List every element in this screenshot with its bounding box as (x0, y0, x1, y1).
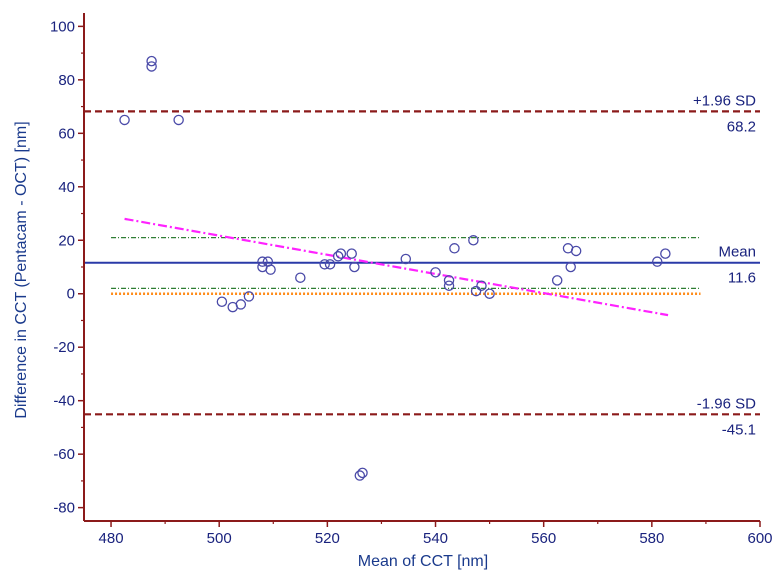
y-tick-label: -80 (53, 500, 75, 517)
data-point (349, 261, 360, 273)
annotations: +1.96 SD 68.2 Mean 11.6 -1.96 SD -45.1 (693, 92, 756, 438)
x-axis-title: Mean of CCT [nm] (358, 553, 488, 570)
upper-loa-value-label: 68.2 (727, 118, 756, 135)
data-point (430, 267, 441, 278)
data-point (235, 299, 247, 310)
data-point (243, 291, 255, 302)
x-tick-label: 480 (99, 530, 124, 547)
lower-loa-value-label: -45.1 (722, 421, 756, 438)
data-point (146, 61, 157, 72)
x-tick-label: 600 (747, 530, 772, 547)
data-point (570, 245, 582, 257)
data-point (332, 251, 344, 262)
data-point (354, 470, 366, 481)
data-point (651, 256, 663, 267)
data-point (468, 235, 479, 246)
y-tick-label: -20 (53, 339, 75, 356)
lower-loa-label: -1.96 SD (697, 395, 756, 412)
y-tick-label: 20 (58, 232, 75, 249)
data-point (484, 288, 495, 299)
data-point (565, 261, 576, 273)
data-point (400, 253, 412, 265)
data-point (216, 296, 228, 308)
x-tick-label: 500 (207, 530, 232, 547)
data-point (443, 280, 455, 291)
data-point (295, 272, 306, 283)
x-tick-label: 560 (531, 530, 556, 547)
data-point (335, 248, 347, 259)
axes: -80 -60 -40 -20 0 20 40 60 80 100 480 500 520 540 560 5… (50, 13, 773, 547)
data-point (319, 259, 330, 270)
data-point (346, 248, 357, 259)
x-tick-label: 540 (423, 530, 448, 547)
data-point (470, 285, 482, 297)
data-point (257, 256, 268, 267)
y-tick-label: 100 (50, 18, 75, 35)
y-tick-label: -60 (53, 446, 75, 463)
y-tick-label: 0 (67, 286, 75, 303)
mean-value-label: 11.6 (728, 270, 756, 287)
data-point (146, 55, 157, 67)
y-tick-label: 60 (58, 125, 75, 142)
data-point (476, 280, 487, 291)
x-tick-label: 580 (639, 530, 664, 547)
data-points (119, 55, 671, 481)
x-tick-label: 520 (315, 530, 340, 547)
data-point (265, 264, 276, 275)
data-point (173, 114, 184, 126)
y-tick-label: -40 (53, 393, 75, 410)
mean-label: Mean (718, 244, 756, 261)
regression-line (124, 217, 669, 317)
data-point (660, 248, 671, 259)
data-point (324, 259, 336, 270)
y-axis-title: Difference in CCT (Pentacam - OCT) [nm] (13, 121, 30, 418)
data-point (357, 467, 368, 479)
data-point (443, 275, 455, 286)
data-point (551, 275, 563, 286)
y-tick-label: 80 (58, 72, 75, 89)
reference-lines (84, 110, 760, 416)
y-tick-label: 40 (58, 179, 75, 196)
data-point (449, 243, 460, 254)
upper-loa-label: +1.96 SD (693, 92, 756, 109)
data-point (119, 114, 130, 126)
